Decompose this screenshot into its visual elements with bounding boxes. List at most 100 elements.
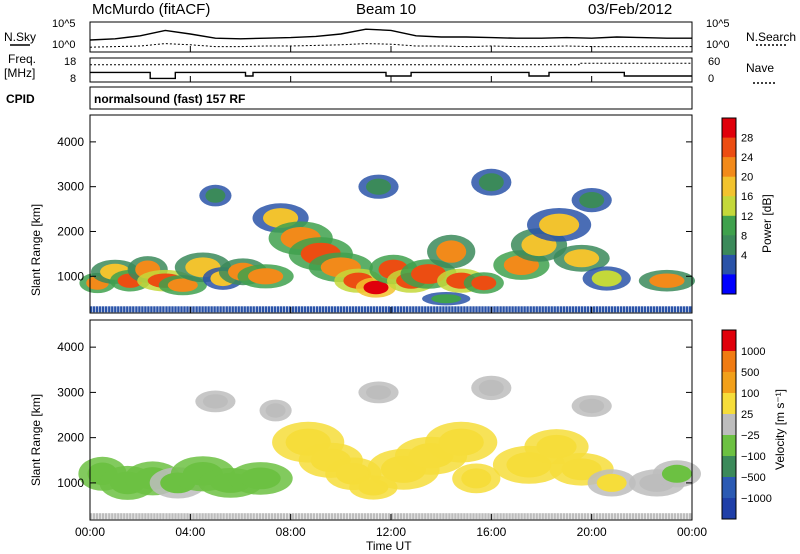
ground-scatter-cell: [622, 306, 626, 313]
scatter-core: [471, 275, 497, 291]
ground-scatter-cell: [147, 306, 150, 313]
colorbar-tick-label: 500: [741, 367, 759, 379]
ground-scatter-cell: [102, 306, 105, 313]
ground-scatter-cell: [550, 513, 553, 520]
ground-scatter-cell: [496, 306, 499, 313]
ground-scatter-cell: [204, 513, 207, 520]
cpid-panel-frame: [89, 86, 693, 110]
scatter-region: [527, 208, 592, 242]
ground-scatter-cell: [463, 513, 466, 520]
ground-scatter-cell: [430, 513, 433, 520]
ground-scatter-cell: [379, 306, 382, 313]
colorbar-swatch: [722, 196, 736, 217]
noise-panel: N.Sky 10^5 10^0 10^5 10^0 N.Search: [4, 18, 796, 53]
ytick-label: 4000: [57, 340, 84, 354]
power-colorbar-title: Power [dB]: [760, 194, 774, 253]
ground-scatter-cell: [231, 306, 234, 313]
ground-scatter-cell: [673, 306, 677, 313]
ground-scatter-cell: [318, 513, 322, 520]
cpid-label: CPID: [6, 92, 35, 106]
ground-scatter-cell: [412, 513, 415, 520]
ground-scatter-cell: [595, 306, 599, 313]
ground-scatter-cell: [595, 513, 599, 520]
ground-scatter-cell: [592, 513, 596, 520]
colorbar-swatch: [722, 137, 736, 158]
ground-scatter-cell: [403, 306, 406, 313]
ground-scatter-cell: [213, 306, 216, 313]
ground-scatter-cell: [589, 513, 593, 520]
scatter-core: [478, 173, 504, 192]
ground-scatter-cell: [336, 513, 340, 520]
ground-scatter-cell: [300, 306, 304, 313]
ground-scatter-cell: [249, 513, 252, 520]
ground-scatter-cell: [670, 306, 674, 313]
ground-scatter-cell: [96, 306, 99, 313]
ground-scatter-cell: [225, 306, 228, 313]
ground-scatter-cell: [270, 513, 273, 520]
ground-scatter-cell: [433, 306, 436, 313]
ground-scatter-cell: [231, 513, 234, 520]
ground-scatter-cell: [117, 306, 120, 313]
ground-scatter-cell: [556, 306, 559, 313]
ground-scatter-cell: [144, 513, 147, 520]
noise-search-line: [89, 43, 692, 48]
ground-scatter-cell: [484, 513, 487, 520]
colorbar-swatch: [722, 118, 736, 139]
ground-scatter-cell: [634, 513, 638, 520]
nave-label: Nave: [746, 61, 774, 75]
ground-scatter-cell: [547, 306, 550, 313]
ground-scatter-cell: [228, 306, 231, 313]
ground-scatter-cell: [372, 513, 376, 520]
ground-scatter-cell: [673, 513, 677, 520]
ground-scatter-cell: [577, 513, 580, 520]
beam-label: Beam 10: [356, 1, 416, 18]
velocity-yaxis: 4000 3000 2000 1000: [57, 340, 692, 490]
ground-scatter-cell: [132, 513, 135, 520]
ground-scatter-cell: [568, 513, 571, 520]
scatter-core: [167, 278, 198, 292]
station-title: McMurdo (fitACF): [92, 1, 210, 18]
ground-scatter-cell: [246, 306, 249, 313]
ground-scatter-cell: [309, 513, 313, 520]
scatter-core: [436, 240, 467, 263]
scatter-region: [652, 460, 702, 488]
colorbar-tick-label: 4: [741, 250, 747, 262]
colorbar-frame: [721, 329, 737, 520]
ground-scatter-cell: [544, 513, 547, 520]
ground-scatter-cell: [123, 513, 126, 520]
ground-scatter-cell: [583, 306, 586, 313]
ground-scatter-cell: [186, 513, 189, 520]
ground-scatter-cell: [442, 513, 445, 520]
colorbar-swatch: [722, 254, 736, 275]
ground-scatter-cell: [424, 513, 427, 520]
ground-scatter-cell: [664, 306, 668, 313]
ground-scatter-cell: [622, 513, 626, 520]
colorbar-frame: [721, 117, 737, 295]
ground-scatter-cell: [240, 306, 243, 313]
ground-scatter-cell: [282, 306, 285, 313]
ground-scatter-cell: [228, 513, 231, 520]
ground-scatter-cell: [680, 306, 683, 313]
scatter-core: [649, 273, 685, 288]
ground-scatter-cell: [114, 306, 117, 313]
ground-scatter-cell: [400, 513, 403, 520]
colorbar-tick-label: −500: [741, 472, 766, 484]
colorbar-tick-label: 16: [741, 191, 753, 203]
ground-scatter-cell: [138, 306, 141, 313]
ground-scatter-cell: [388, 513, 391, 520]
ground-scatter-cell: [375, 306, 379, 313]
ground-scatter-cell: [532, 513, 535, 520]
ground-scatter-cell: [318, 306, 322, 313]
ground-scatter-cell: [436, 306, 439, 313]
ground-scatter-cell: [270, 306, 273, 313]
power-yaxis: 4000 3000 2000 1000: [57, 135, 692, 283]
scatter-core: [536, 434, 577, 459]
ground-scatter-cell: [159, 513, 162, 520]
ground-scatter-cell: [592, 306, 596, 313]
ground-scatter-cell: [499, 306, 502, 313]
ground-scatter-cell: [683, 306, 686, 313]
ground-scatter-cell: [628, 513, 632, 520]
scatter-region: [195, 390, 236, 413]
ground-scatter-cell: [454, 513, 457, 520]
